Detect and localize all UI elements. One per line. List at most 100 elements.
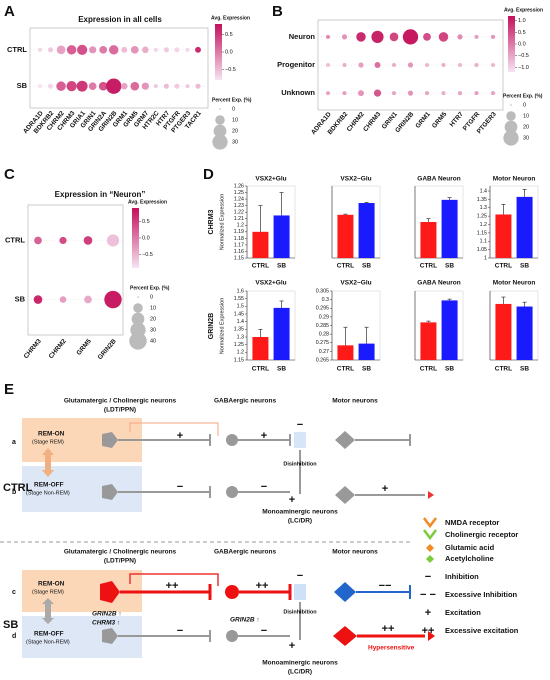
size-legend-dot [219, 108, 221, 110]
stage: REM-OFF [34, 631, 64, 638]
y-tick-label: 1.21 [234, 216, 244, 222]
x-tick-label: SB [520, 366, 529, 373]
size-legend-tick: 10 [232, 117, 238, 123]
dot [106, 78, 122, 94]
chart-title: Motor Neuron [493, 280, 536, 287]
legend-label: Glutamic acid [445, 543, 495, 552]
x-tick-label: CHRM2 [48, 338, 68, 360]
y-tick-label: 1.17 [234, 242, 244, 248]
dot [98, 81, 108, 91]
colorbar-label: Avg. Expression [504, 7, 543, 13]
size-legend-dot [215, 115, 225, 125]
panel-d-labels: CHRM3 GRIN2B Normalized Expression Norma… [208, 194, 226, 355]
sign: − [177, 481, 183, 493]
x-tick-label: SB [277, 263, 286, 270]
bar [337, 214, 354, 258]
dot [84, 295, 92, 304]
dot [99, 45, 108, 54]
dot [342, 62, 347, 68]
row-label: d [12, 633, 16, 640]
dot [325, 91, 331, 96]
disinhibition: Disinhibition [283, 609, 317, 615]
dot [371, 30, 384, 43]
colorbar [215, 24, 222, 80]
y-axis-label: Normalized Expression [219, 194, 225, 251]
dot [374, 62, 381, 68]
size-legend-dot [506, 111, 516, 121]
dot [490, 62, 496, 68]
chart-title: VSX2+Glu [255, 280, 286, 287]
dot [163, 83, 169, 89]
dot [185, 84, 190, 89]
stage: (Stage Non-REM) [26, 490, 70, 496]
neuron [225, 585, 239, 599]
x-tick-label: SB [520, 263, 529, 270]
x-tick-label: SB [362, 366, 371, 373]
size-legend-dot [212, 134, 228, 150]
dot [56, 45, 66, 55]
y-tick-label: 0.285 [316, 323, 329, 329]
x-tick-label: GRIN2B [97, 338, 118, 362]
arrow [42, 448, 54, 477]
bar-chart: VSX2+Glu 1.151.2 1.25 1.31.35 1.4 1.451.5 1.55… [234, 280, 296, 373]
dot [424, 91, 430, 96]
projection [129, 422, 219, 436]
colorbar [508, 16, 515, 72]
dot [47, 47, 54, 53]
colorbar-tick-label: −0.5 [518, 53, 529, 59]
y-tick-label: 1.05 [477, 247, 487, 253]
colorbar [132, 208, 139, 268]
gene-change: GRIN2B ↑ [230, 617, 260, 624]
legend-symbol: − [425, 571, 431, 583]
y-tick-label: 1.2 [480, 222, 487, 228]
row-label: a [12, 439, 16, 446]
y-tick-label: 1.25 [234, 190, 244, 196]
colorbar-tick-label: −0.5 [225, 67, 236, 73]
size-legend-dot [129, 332, 147, 350]
x-tick-label: CHRM3 [362, 111, 382, 133]
y-tick-label: 1 [484, 255, 487, 261]
header: Motor neurons [332, 549, 378, 556]
colorbar-tick-label: 0.0 [142, 235, 150, 241]
colorbar-tick-label: −1.0 [518, 65, 529, 71]
y-tick-label: 1.25 [477, 214, 487, 220]
y-tick-label: 1.55 [234, 296, 244, 302]
legend-label: Excessive Inhibition [445, 590, 518, 599]
y-tick-label: 1.2 [237, 350, 244, 356]
dot [77, 44, 88, 55]
y-tick-label: 1.6 [237, 288, 244, 294]
x-tick-label: CTRL [495, 366, 512, 373]
x-tick-label: SB [445, 263, 454, 270]
y-tick-label: 1.45 [234, 311, 244, 317]
dot [37, 47, 43, 52]
dot [441, 91, 446, 96]
bar-chart: VSX2+Glu1.151.161.171.181.191.21.211.221… [234, 176, 296, 270]
neuron [102, 484, 118, 500]
y-tick-label: 1.16 [234, 249, 244, 255]
y-tick-label: 1.15 [477, 230, 487, 236]
plot-frame [29, 27, 209, 109]
receptor-field [294, 432, 306, 448]
rem-off-box [22, 466, 142, 512]
y-tick-label: 0.27 [319, 349, 329, 355]
size-legend-dot [504, 120, 518, 134]
neuron [226, 486, 238, 498]
sign: + [261, 430, 267, 442]
dot [163, 47, 169, 53]
y-tick-label: 0.29 [319, 314, 329, 320]
bar [441, 300, 458, 360]
panel-labels: A B C D E [4, 3, 283, 398]
header: Glutamatergic / Cholinergic neurons [64, 549, 177, 556]
x-tick-label: SB [362, 263, 371, 270]
dot [83, 236, 93, 245]
bar [337, 345, 354, 360]
bar-chart: Motor Neuron CTRL SB [489, 280, 539, 373]
colorbar-tick-label: 0.5 [518, 30, 526, 36]
dot [106, 234, 120, 247]
diagram: Glutamatergic / Cholinergic neurons (LDT… [0, 398, 519, 676]
dot [37, 84, 43, 89]
header: (LDT/PPN) [104, 558, 136, 565]
chart-title: Motor Neuron [493, 176, 536, 183]
y-tick-label: 1.25 [234, 342, 244, 348]
dot-plot: Expression in all cellsADRA1DBDKRB2CHRM2… [7, 15, 252, 150]
